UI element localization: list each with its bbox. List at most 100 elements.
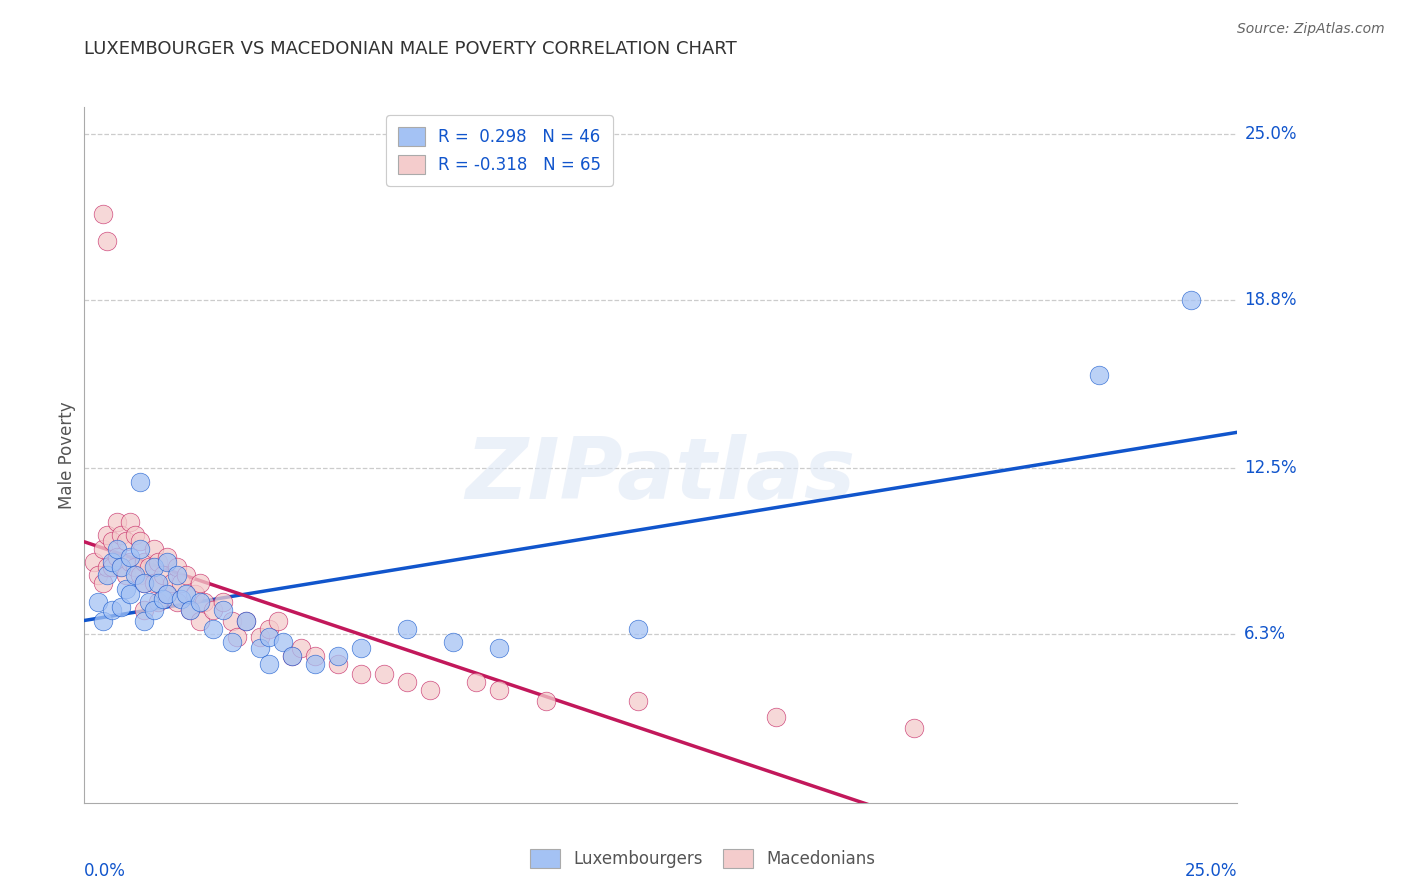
Point: [110, 560, 132, 574]
Point: [134, 576, 156, 591]
Legend: R =  0.298   N = 46, R = -0.318   N = 65: R = 0.298 N = 46, R = -0.318 N = 65: [387, 115, 613, 186]
Point: [441, 635, 464, 649]
Point: [101, 603, 124, 617]
Text: 12.5%: 12.5%: [1244, 459, 1296, 477]
Point: [174, 587, 197, 601]
Point: [326, 648, 349, 663]
Point: [465, 675, 488, 690]
Point: [271, 635, 294, 649]
Point: [419, 683, 441, 698]
Point: [110, 600, 132, 615]
Point: [128, 533, 150, 548]
Point: [166, 560, 188, 574]
Point: [267, 614, 290, 628]
Point: [87, 568, 110, 582]
Point: [166, 568, 188, 582]
Point: [138, 560, 160, 574]
Text: 6.3%: 6.3%: [1244, 625, 1286, 643]
Point: [193, 595, 215, 609]
Point: [257, 657, 280, 671]
Point: [488, 640, 510, 655]
Point: [156, 555, 179, 569]
Point: [202, 622, 225, 636]
Point: [146, 555, 169, 569]
Point: [105, 541, 128, 556]
Point: [91, 576, 114, 591]
Point: [627, 622, 650, 636]
Point: [152, 568, 174, 582]
Point: [396, 675, 419, 690]
Point: [350, 640, 373, 655]
Point: [184, 587, 207, 601]
Point: [170, 576, 193, 591]
Point: [120, 587, 142, 601]
Point: [170, 592, 193, 607]
Point: [235, 614, 257, 628]
Point: [96, 568, 118, 582]
Text: 25.0%: 25.0%: [1185, 862, 1237, 880]
Point: [373, 667, 395, 681]
Point: [124, 528, 146, 542]
Point: [101, 560, 124, 574]
Point: [83, 555, 105, 569]
Point: [146, 595, 169, 609]
Point: [903, 721, 925, 735]
Point: [235, 614, 257, 628]
Point: [110, 560, 132, 574]
Point: [134, 555, 156, 569]
Point: [101, 555, 124, 569]
Point: [128, 568, 150, 582]
Point: [304, 657, 326, 671]
Point: [488, 683, 510, 698]
Point: [134, 614, 156, 628]
Point: [120, 515, 142, 529]
Point: [115, 582, 138, 596]
Point: [211, 603, 233, 617]
Point: [257, 630, 280, 644]
Point: [156, 587, 179, 601]
Point: [87, 595, 110, 609]
Point: [101, 533, 124, 548]
Point: [105, 549, 128, 564]
Point: [142, 603, 165, 617]
Point: [534, 694, 557, 708]
Point: [146, 576, 169, 591]
Point: [142, 560, 165, 574]
Point: [96, 560, 118, 574]
Point: [396, 622, 419, 636]
Point: [166, 595, 188, 609]
Point: [350, 667, 373, 681]
Point: [281, 648, 304, 663]
Point: [765, 710, 787, 724]
Point: [188, 614, 211, 628]
Point: [138, 595, 160, 609]
Point: [96, 528, 118, 542]
Point: [142, 576, 165, 591]
Point: [160, 576, 183, 591]
Point: [221, 614, 243, 628]
Point: [1180, 293, 1202, 307]
Point: [249, 640, 271, 655]
Point: [142, 541, 165, 556]
Point: [179, 603, 201, 617]
Point: [1088, 368, 1111, 382]
Point: [156, 549, 179, 564]
Text: 0.0%: 0.0%: [84, 862, 127, 880]
Point: [96, 234, 118, 248]
Text: ZIPatlas: ZIPatlas: [465, 434, 856, 517]
Point: [179, 603, 201, 617]
Point: [91, 207, 114, 221]
Point: [156, 587, 179, 601]
Point: [257, 622, 280, 636]
Point: [128, 475, 150, 489]
Text: LUXEMBOURGER VS MACEDONIAN MALE POVERTY CORRELATION CHART: LUXEMBOURGER VS MACEDONIAN MALE POVERTY …: [84, 40, 737, 58]
Point: [281, 648, 304, 663]
Point: [290, 640, 312, 655]
Point: [115, 533, 138, 548]
Point: [91, 541, 114, 556]
Point: [304, 648, 326, 663]
Point: [134, 576, 156, 591]
Point: [188, 595, 211, 609]
Point: [124, 568, 146, 582]
Point: [120, 555, 142, 569]
